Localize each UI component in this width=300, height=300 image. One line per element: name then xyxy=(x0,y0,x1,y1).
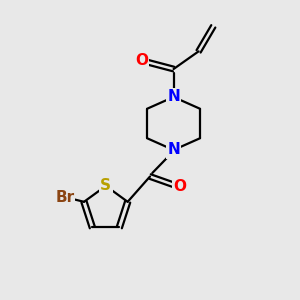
Text: N: N xyxy=(167,142,180,158)
Text: Br: Br xyxy=(55,190,74,205)
Text: O: O xyxy=(136,53,148,68)
Text: S: S xyxy=(100,178,111,194)
Text: O: O xyxy=(173,179,186,194)
Text: N: N xyxy=(167,89,180,104)
